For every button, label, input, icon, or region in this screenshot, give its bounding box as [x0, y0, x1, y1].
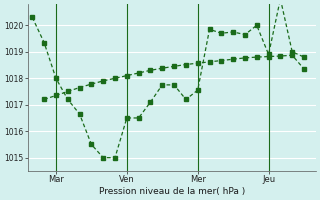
- X-axis label: Pression niveau de la mer( hPa ): Pression niveau de la mer( hPa ): [99, 187, 245, 196]
